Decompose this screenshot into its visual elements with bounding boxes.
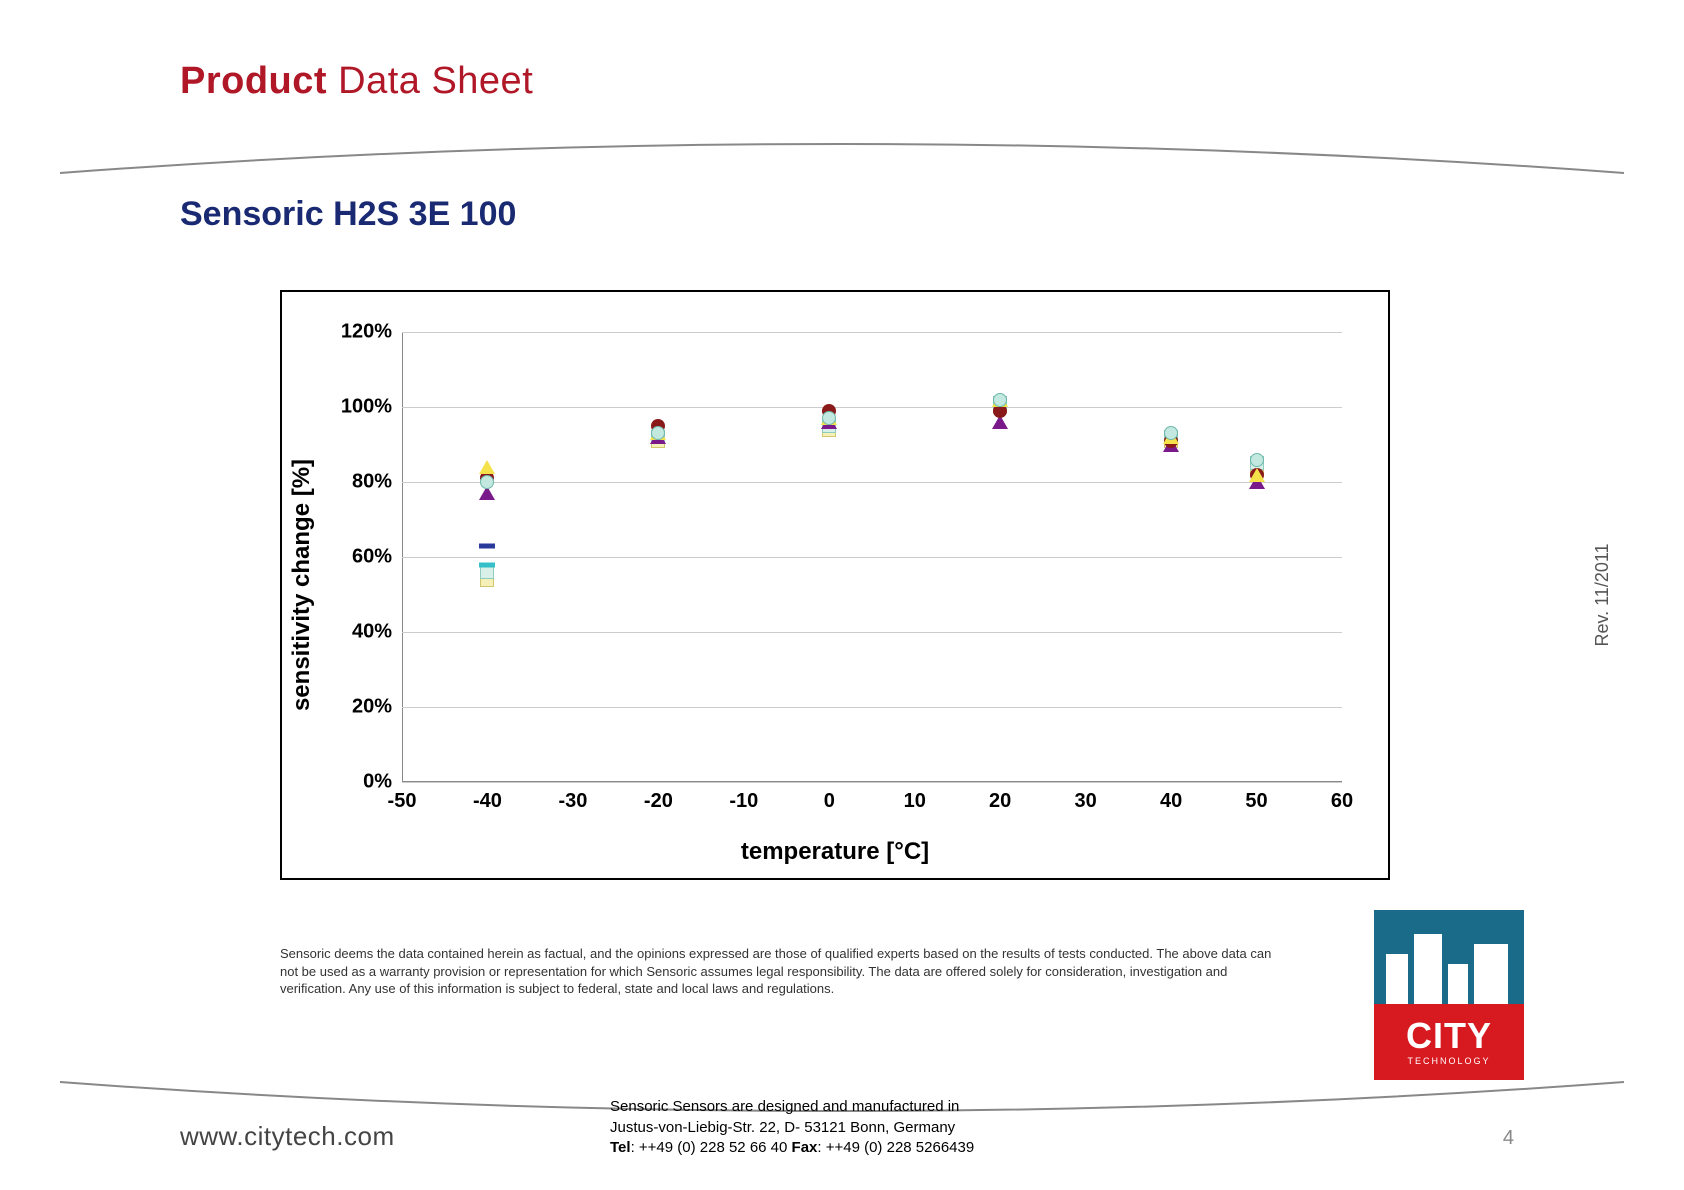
- chart-xtick: 60: [1331, 790, 1353, 813]
- page-number: 4: [1503, 1127, 1514, 1150]
- logo-brand: CITY: [1406, 1018, 1492, 1054]
- disclaimer-text: Sensoric deems the data contained herein…: [280, 945, 1290, 998]
- chart-gridline: [402, 407, 1342, 408]
- chart-marker: [479, 562, 495, 567]
- chart-xtick: -10: [729, 790, 758, 813]
- footer-line1: Sensoric Sensors are designed and manufa…: [610, 1097, 974, 1117]
- chart-ytick: 60%: [352, 546, 392, 569]
- chart-marker: [1250, 453, 1264, 467]
- chart-gridline: [402, 557, 1342, 558]
- chart-xtick: -40: [473, 790, 502, 813]
- chart-marker: [822, 411, 836, 425]
- chart-xtick: 40: [1160, 790, 1182, 813]
- chart-gridline: [402, 707, 1342, 708]
- chart-ylabel: sensitivity change [%]: [288, 459, 316, 711]
- chart-ytick: 100%: [341, 396, 392, 419]
- chart-gridline: [402, 632, 1342, 633]
- chart-ytick: 20%: [352, 696, 392, 719]
- city-technology-logo: CITY TECHNOLOGY: [1374, 910, 1524, 1080]
- chart-ytick: 120%: [341, 321, 392, 344]
- revision-label: Rev. 11/2011: [1592, 543, 1613, 646]
- logo-sub: TECHNOLOGY: [1407, 1056, 1490, 1066]
- chart-gridline: [402, 482, 1342, 483]
- chart-gridline: [402, 332, 1342, 333]
- chart-marker: [479, 543, 495, 548]
- chart-xtick: -50: [388, 790, 417, 813]
- decorative-arc-top: [60, 135, 1624, 175]
- header-bold: Product: [180, 60, 327, 102]
- footer-line2: Justus-von-Liebig-Str. 22, D- 53121 Bonn…: [610, 1118, 974, 1138]
- chart-xtick: 30: [1075, 790, 1097, 813]
- chart-marker: [480, 565, 494, 579]
- chart-marker: [993, 393, 1007, 407]
- chart-plot-area: 0%20%40%60%80%100%120%-50-40-30-20-10010…: [402, 332, 1342, 782]
- chart-marker: [1249, 468, 1265, 482]
- chart-xtick: 20: [989, 790, 1011, 813]
- footer-address: Sensoric Sensors are designed and manufa…: [610, 1097, 974, 1158]
- chart-ytick: 40%: [352, 621, 392, 644]
- chart-marker: [479, 460, 495, 474]
- chart-xtick: -30: [558, 790, 587, 813]
- chart-xtick: 50: [1245, 790, 1267, 813]
- chart-marker: [1164, 426, 1178, 440]
- chart-xtick: -20: [644, 790, 673, 813]
- page-header: Product Data Sheet: [180, 60, 533, 103]
- product-title: Sensoric H2S 3E 100: [180, 195, 516, 234]
- header-light: Data Sheet: [327, 60, 533, 102]
- chart-xtick: 10: [904, 790, 926, 813]
- chart-marker: [651, 426, 665, 440]
- sensitivity-chart: sensitivity change [%] temperature [°C] …: [280, 290, 1390, 880]
- chart-ytick: 80%: [352, 471, 392, 494]
- chart-xtick: 0: [824, 790, 835, 813]
- chart-gridline: [402, 782, 1342, 783]
- chart-xlabel: temperature [°C]: [741, 838, 929, 866]
- chart-marker: [480, 475, 494, 489]
- footer-url: www.citytech.com: [180, 1121, 395, 1152]
- footer-line3: Tel: ++49 (0) 228 52 66 40 Fax: ++49 (0)…: [610, 1138, 974, 1158]
